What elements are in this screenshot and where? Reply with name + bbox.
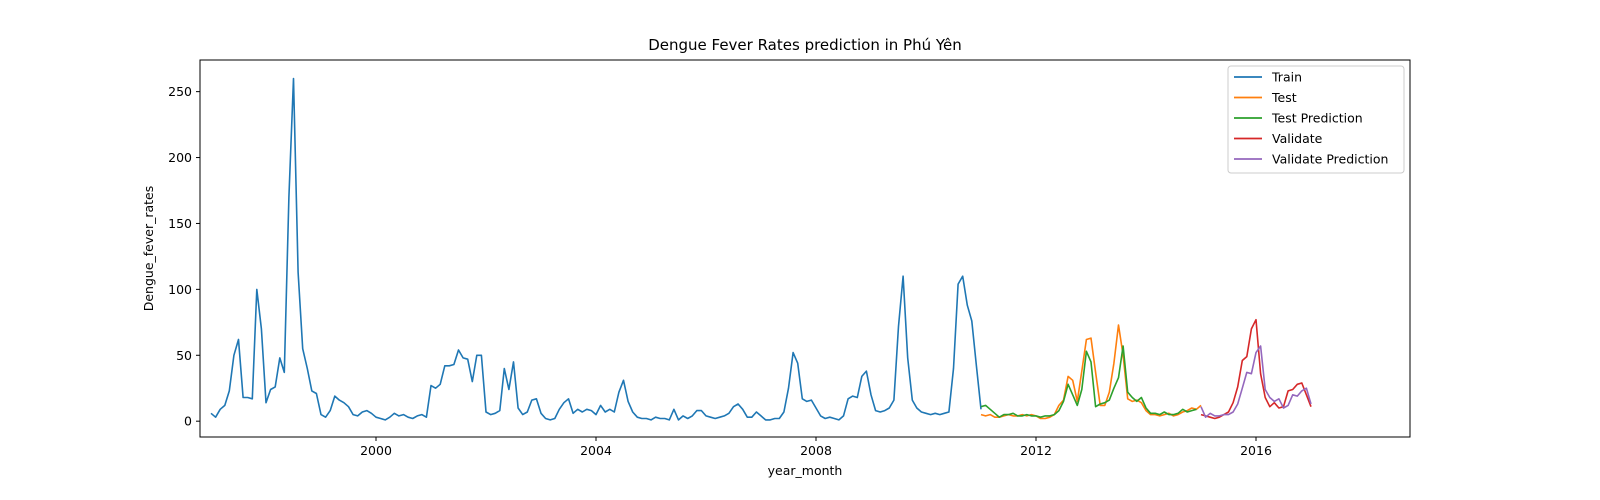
x-axis-label: year_month [768,463,843,478]
x-axis: 2000 2004 2008 2012 2016 [360,437,1272,458]
plot-frame [199,59,1411,438]
plot-lines [210,77,1312,421]
legend-label: Validate [1272,131,1323,146]
y-axis-label: Dengue_fever_rates [141,186,156,312]
x-tick-label: 2008 [800,443,832,458]
y-tick-label: 0 [184,414,192,429]
legend-label: Test Prediction [1271,111,1363,126]
legend-box [1227,65,1405,174]
x-tick-label: 2000 [360,443,392,458]
series-line-3 [1200,318,1312,420]
legend-label: Test [1271,90,1297,105]
chart-title: Dengue Fever Rates prediction in Phú Yên [648,36,962,54]
series-line-4 [1200,345,1312,419]
y-tick-label: 100 [168,282,192,297]
legend-label: Train [1271,70,1302,85]
legend: Train Test Test Prediction Validate Validate… [1227,65,1405,174]
series-line-1 [980,324,1202,420]
y-tick-label: 250 [168,84,192,99]
series-line-2 [980,345,1197,419]
y-tick-label: 200 [168,150,192,165]
y-tick-label: 150 [168,216,192,231]
legend-label: Validate Prediction [1272,152,1388,167]
x-tick-label: 2016 [1240,443,1272,458]
x-tick-label: 2012 [1020,443,1052,458]
series-line-0 [210,77,982,421]
y-axis: 0 50 100 150 200 250 [168,84,200,429]
y-tick-label: 50 [176,348,192,363]
x-tick-label: 2004 [580,443,612,458]
